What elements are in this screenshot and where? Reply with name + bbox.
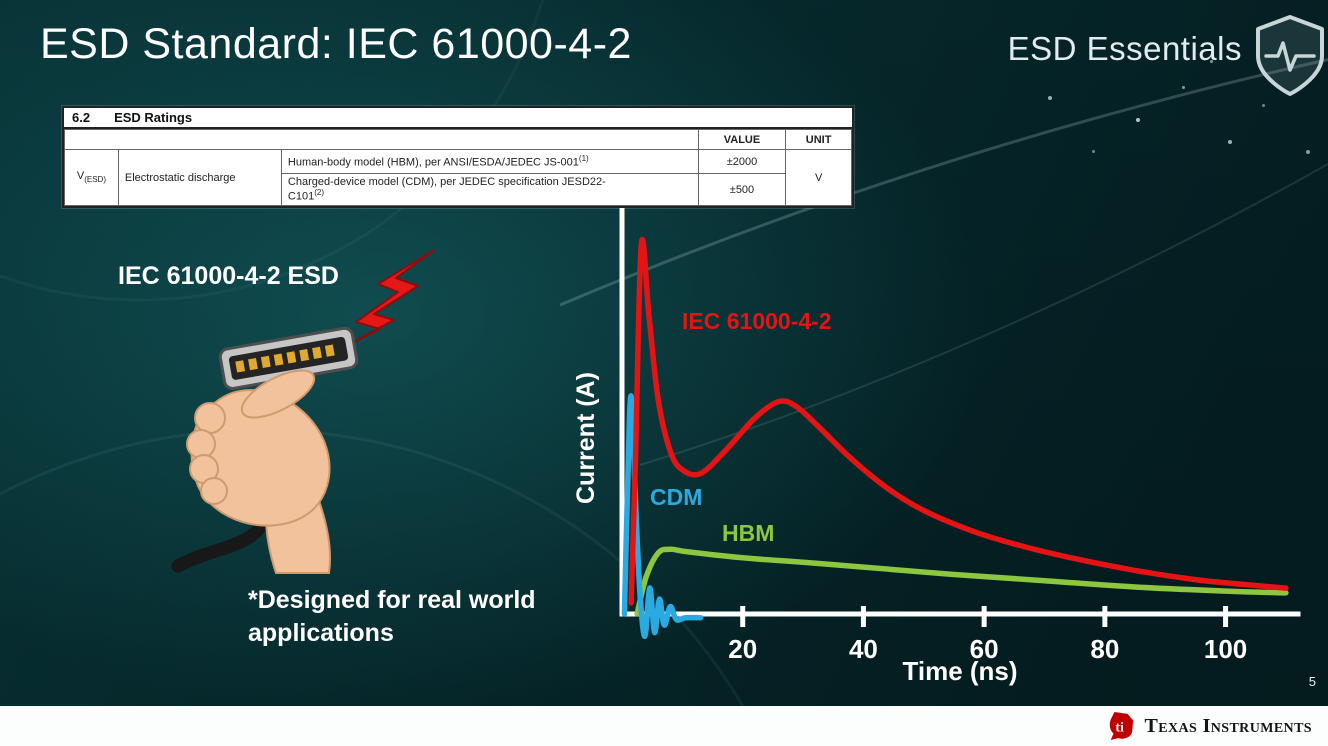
header-spacer: [64, 129, 699, 150]
series-curve-cdm: [621, 393, 704, 639]
x-tick-label: 100: [1204, 634, 1247, 664]
hand-holding-connector-illustration: [171, 326, 359, 574]
illustration-caption: IEC 61000-4-2 ESD: [118, 262, 339, 290]
light-streak: [639, 162, 1328, 466]
table-row: V(ESD) Electrostatic discharge Human-bod…: [64, 149, 852, 206]
sparkle-dot: [1306, 150, 1310, 154]
x-tick-label: 40: [849, 634, 878, 664]
value-cell: ±2000: [697, 149, 787, 174]
sparkle-dot: [1092, 150, 1095, 153]
footnote-ref: (2): [314, 188, 324, 198]
sparkle-dot: [1136, 118, 1140, 122]
footnote-line: *Designed for real world: [248, 586, 536, 614]
footnote-text: *Designed for real world applications: [248, 584, 536, 649]
brand-lockup: ESD Essentials: [1008, 10, 1328, 98]
series-label-cdm: CDM: [650, 484, 703, 510]
sparkle-dot: [1228, 140, 1232, 144]
section-number: 6.2: [72, 110, 91, 125]
table-caption: 6.2 ESD Ratings: [64, 108, 852, 129]
model-description: Human-body model (HBM), per ANSI/ESDA/JE…: [280, 149, 699, 174]
svg-text:ti: ti: [1116, 721, 1125, 736]
table-header-row: VALUE UNIT: [64, 129, 852, 150]
page-number: 5: [1308, 674, 1316, 689]
background-arc: [0, 0, 544, 302]
sparkle-dot: [1262, 104, 1265, 107]
table-row: Charged-device model (CDM), per JEDEC sp…: [65, 173, 852, 206]
page-title: ESD Standard: IEC 61000-4-2: [40, 20, 632, 68]
x-tick-label: 20: [728, 634, 757, 664]
footnote-line: applications: [248, 618, 394, 647]
x-tick-label: 60: [970, 634, 999, 664]
param-symbol: V(ESD): [64, 149, 119, 206]
model-description: Charged-device model (CDM), per JEDEC sp…: [280, 173, 699, 206]
param-name: Electrostatic discharge: [117, 149, 282, 206]
hand: [186, 369, 331, 574]
col-header-unit: UNIT: [785, 129, 852, 150]
y-axis-label: Current (A): [572, 372, 600, 504]
esd-shield-icon: [1256, 15, 1324, 96]
footnote-ref: (1): [578, 154, 589, 164]
x-axis-label: Time (ns): [902, 656, 1018, 686]
model-text: Human-body model (HBM), per ANSI/ESDA/JE…: [287, 156, 579, 169]
series-label-iec-61000-4-2: IEC 61000-4-2: [682, 308, 832, 334]
esd-ratings-table: 6.2 ESD Ratings VALUE UNIT V(ESD) Electr…: [62, 106, 854, 208]
hdmi-connector: [218, 326, 359, 390]
unit-cell: V: [785, 149, 852, 206]
value-cell: ±500: [697, 173, 787, 206]
col-header-value: VALUE: [697, 129, 787, 150]
chart-plot-area: 20 40 60 80 100: [619, 208, 1301, 664]
symbol-text: V: [76, 170, 85, 183]
section-title: ESD Ratings: [114, 110, 193, 125]
series-curve-iec-61000-4-2: [628, 236, 1289, 606]
light-streak: [559, 58, 1328, 307]
series-curve-hbm: [634, 546, 1289, 617]
sparkle-dot: [1182, 86, 1185, 89]
cable: [171, 519, 268, 573]
symbol-subscript: (ESD): [84, 175, 106, 185]
esd-waveform-chart: Current (A) 20 40 60 80 100 Time (ns) IEC 61…: [570, 208, 1320, 703]
texas-instruments-logo-icon: ti: [1110, 712, 1134, 740]
sparkle-dot: [1048, 96, 1052, 100]
sparkle-dot: [1210, 60, 1213, 63]
footer-bar: ti Texas Instruments: [0, 706, 1328, 746]
model-text: Charged-device model (CDM), per JEDEC sp…: [287, 176, 606, 189]
x-tick-label: 80: [1090, 634, 1119, 664]
brand-title: ESD Essentials: [1007, 30, 1242, 67]
series-label-hbm: HBM: [722, 520, 775, 546]
texas-instruments-logo-text: Texas Instruments: [1144, 714, 1312, 737]
model-text: C101: [287, 190, 315, 203]
